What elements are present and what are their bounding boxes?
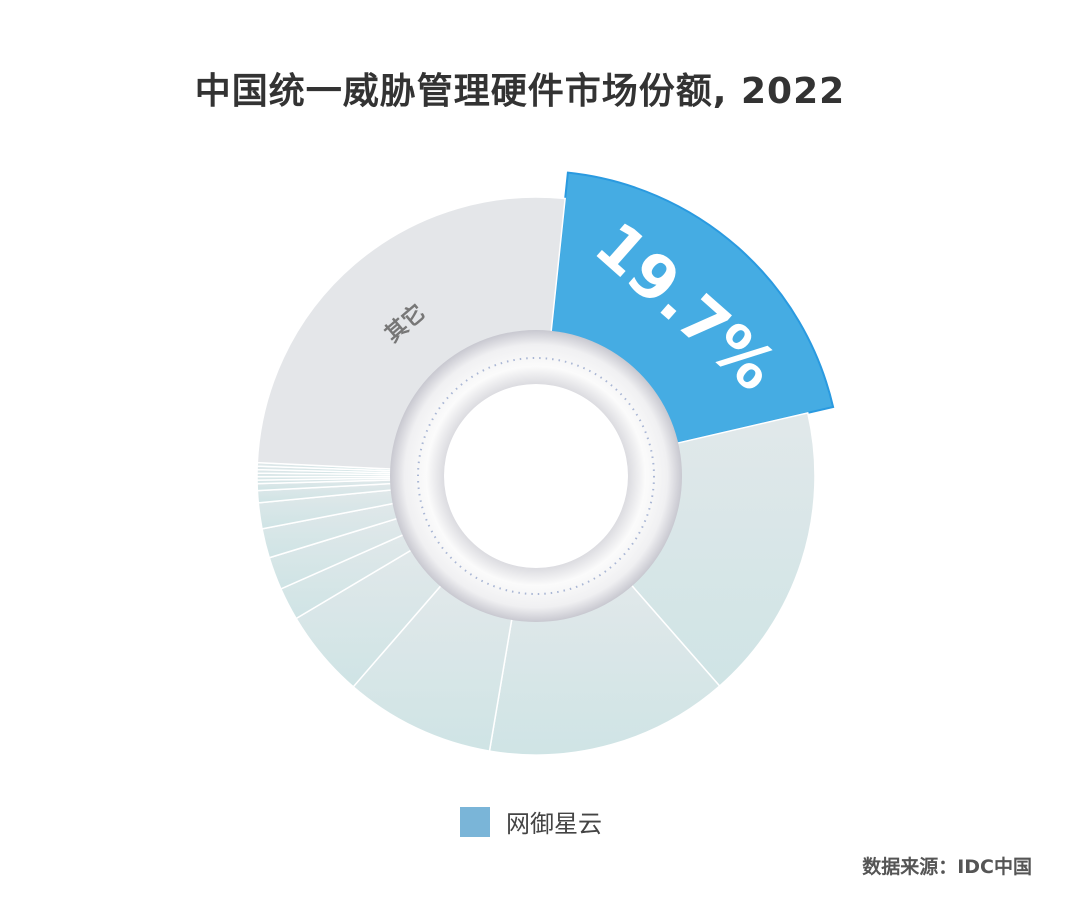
legend-swatch (460, 806, 490, 837)
chart-title: 中国统一威胁管理硬件市场份额, 2022 (194, 71, 846, 112)
legend: 网御星云 (460, 804, 602, 839)
source-note: 数据来源：IDC中国 (862, 856, 1032, 878)
legend-label: 网御星云 (506, 810, 602, 838)
inner-ring-dots (417, 357, 655, 595)
donut-hole (444, 384, 628, 568)
